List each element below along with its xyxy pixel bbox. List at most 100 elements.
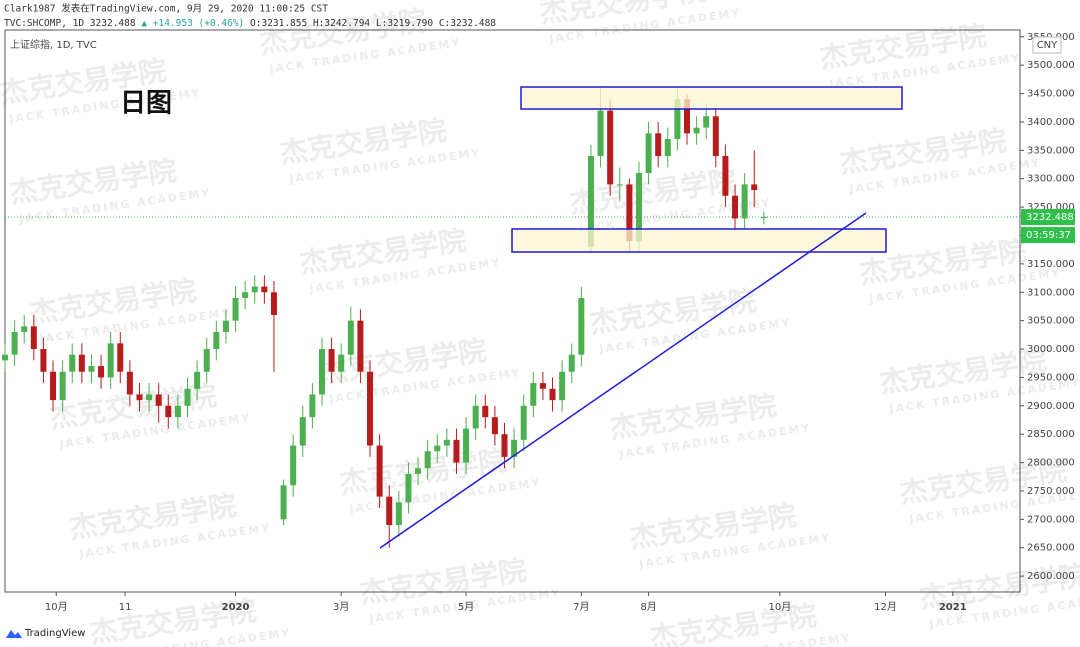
y-tick-label: 2950.000 (1027, 372, 1075, 383)
candle-body (376, 445, 383, 497)
candle-body (299, 417, 306, 446)
y-tick-label: 3250.000 (1027, 202, 1075, 213)
candle-body (98, 366, 105, 378)
y-tick-label: 3000.000 (1027, 344, 1075, 355)
candle-body (328, 349, 335, 372)
close: C:3232.488 (439, 18, 496, 29)
candle-body (117, 343, 124, 372)
candle-body (261, 286, 268, 293)
candle-body (539, 383, 546, 389)
candle-body (722, 156, 729, 196)
candle-body (2, 354, 8, 361)
candle-body (607, 110, 614, 185)
candle-body (463, 428, 470, 463)
x-tick-label: 10月 (768, 601, 791, 613)
candle-body (136, 394, 143, 401)
candle-body (88, 366, 95, 372)
currency: CNY (1037, 40, 1058, 51)
candle-body (443, 439, 450, 446)
candle-body (472, 405, 479, 429)
candle-body (405, 473, 412, 503)
candle-body (270, 292, 277, 315)
x-tick-label: 5月 (458, 601, 474, 613)
candle-body (30, 326, 37, 350)
y-tick-label: 3450.000 (1027, 89, 1075, 100)
candle-body (174, 405, 181, 418)
candle-body (357, 320, 364, 372)
candle-body (645, 133, 652, 174)
candle-body (386, 496, 393, 526)
trend-line (379, 212, 867, 549)
annotation: 日图 (120, 89, 172, 119)
candle-body (40, 349, 47, 372)
candle-body (655, 133, 662, 157)
candle-body (318, 349, 325, 395)
candle-body (290, 445, 297, 486)
candle-body (69, 354, 76, 372)
y-tick-label: 3050.000 (1027, 316, 1075, 327)
candle-body (597, 110, 604, 157)
logo[interactable]: TradingView (24, 628, 85, 639)
candle-body (338, 354, 345, 372)
candle-body (664, 138, 671, 157)
candle-body (78, 354, 85, 372)
symbol: TVC:SHCOMP, 1D (4, 18, 84, 29)
candle-body (453, 439, 460, 463)
candle-body (11, 332, 18, 355)
candle-body (482, 405, 489, 418)
candle-body (684, 99, 691, 134)
y-tick-label: 3500.000 (1027, 60, 1075, 71)
candle-body (155, 394, 162, 406)
currency-box (1032, 36, 1062, 54)
candle-body (146, 394, 153, 401)
candle-body (674, 99, 681, 139)
x-tick-label: 8月 (640, 601, 656, 613)
y-tick-label: 2600.000 (1027, 571, 1075, 582)
symbol-line: TVC:SHCOMP, 1D 3232.488 ▲ +14.953 (+0.46… (4, 18, 496, 29)
low: L:3219.790 (376, 18, 433, 29)
candle-body (21, 326, 28, 333)
support-zone (511, 228, 887, 253)
candle-body (251, 286, 258, 293)
x-tick-label: 2020 (222, 602, 250, 613)
candle-body (232, 297, 239, 321)
y-tick-label: 3150.000 (1027, 259, 1075, 270)
candle-body (635, 173, 642, 242)
y-tick-label: 2850.000 (1027, 429, 1075, 440)
chart-title: 上证综指, 1D, TVC (10, 38, 97, 51)
candle-body (203, 349, 210, 372)
resistance-zone (520, 86, 903, 110)
candle-body (491, 417, 498, 435)
y-tick-label: 3400.000 (1027, 117, 1075, 128)
candle-body (616, 184, 623, 186)
candle-body (434, 445, 441, 452)
price-label-box (1021, 209, 1075, 226)
countdown: 03:59:37 (1026, 230, 1071, 241)
candle-body (626, 184, 633, 242)
candle-body (242, 292, 249, 298)
candle-body (703, 116, 710, 128)
candle-body (741, 184, 748, 219)
candle-body (194, 371, 201, 389)
candle-body (367, 371, 374, 446)
publisher: Clark1987 发表在TradingView.com, 9月 29, 202… (4, 3, 328, 15)
y-tick-label: 3300.000 (1027, 174, 1075, 185)
candle-body (280, 485, 287, 520)
candle-body (568, 354, 575, 372)
candle-body (549, 388, 556, 401)
candle-body (50, 371, 57, 401)
candle-body (501, 434, 508, 457)
open: O:3231.855 (250, 18, 307, 29)
y-tick-label: 2700.000 (1027, 514, 1075, 525)
y-tick-label: 3350.000 (1027, 145, 1075, 156)
x-tick-label: 3月 (333, 601, 349, 613)
last: 3232.488 (90, 18, 136, 29)
high: H:3242.794 (313, 18, 370, 29)
candle-body (587, 156, 594, 247)
change: ▲ +14.953 (+0.46%) (141, 18, 244, 29)
logo-icon (6, 630, 22, 638)
x-tick-label: 10月 (45, 601, 68, 613)
x-tick-label: 2021 (939, 602, 967, 613)
